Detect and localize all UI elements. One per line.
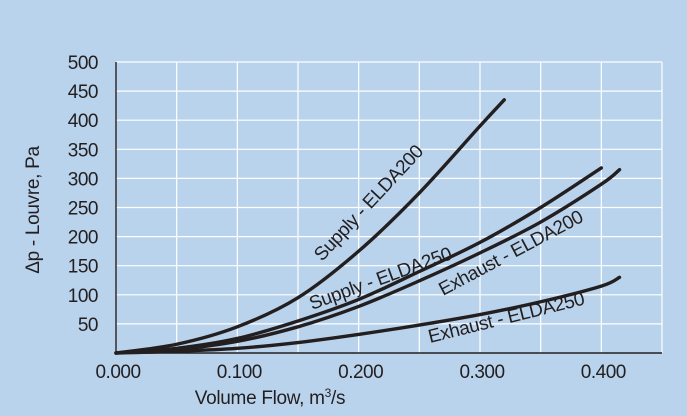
y-tick-label: 250 <box>68 199 98 220</box>
y-tick-label: 100 <box>68 286 98 307</box>
y-tick-label: 200 <box>68 228 98 249</box>
x-tick-label: 0.000 <box>95 362 140 383</box>
y-tick-label: 450 <box>68 82 98 103</box>
y-tick-label: 50 <box>78 315 98 336</box>
x-axis-label-suffix: /s <box>331 388 345 409</box>
y-tick-label: 400 <box>68 111 98 132</box>
y-tick-label: 350 <box>68 140 98 161</box>
x-tick-label: 0.300 <box>459 362 504 383</box>
y-axis-label: Δp - Louvre, Pa <box>23 146 44 274</box>
x-axis-label-text: Volume Flow, m <box>195 388 325 409</box>
y-tick-label: 300 <box>68 169 98 190</box>
y-tick-label: 150 <box>68 257 98 278</box>
x-tick-label: 0.100 <box>217 362 262 383</box>
y-tick-label: 500 <box>68 53 98 74</box>
x-tick-label: 0.400 <box>581 362 626 383</box>
x-axis-label: Volume Flow, m3/s <box>195 386 345 409</box>
x-tick-label: 0.200 <box>338 362 383 383</box>
